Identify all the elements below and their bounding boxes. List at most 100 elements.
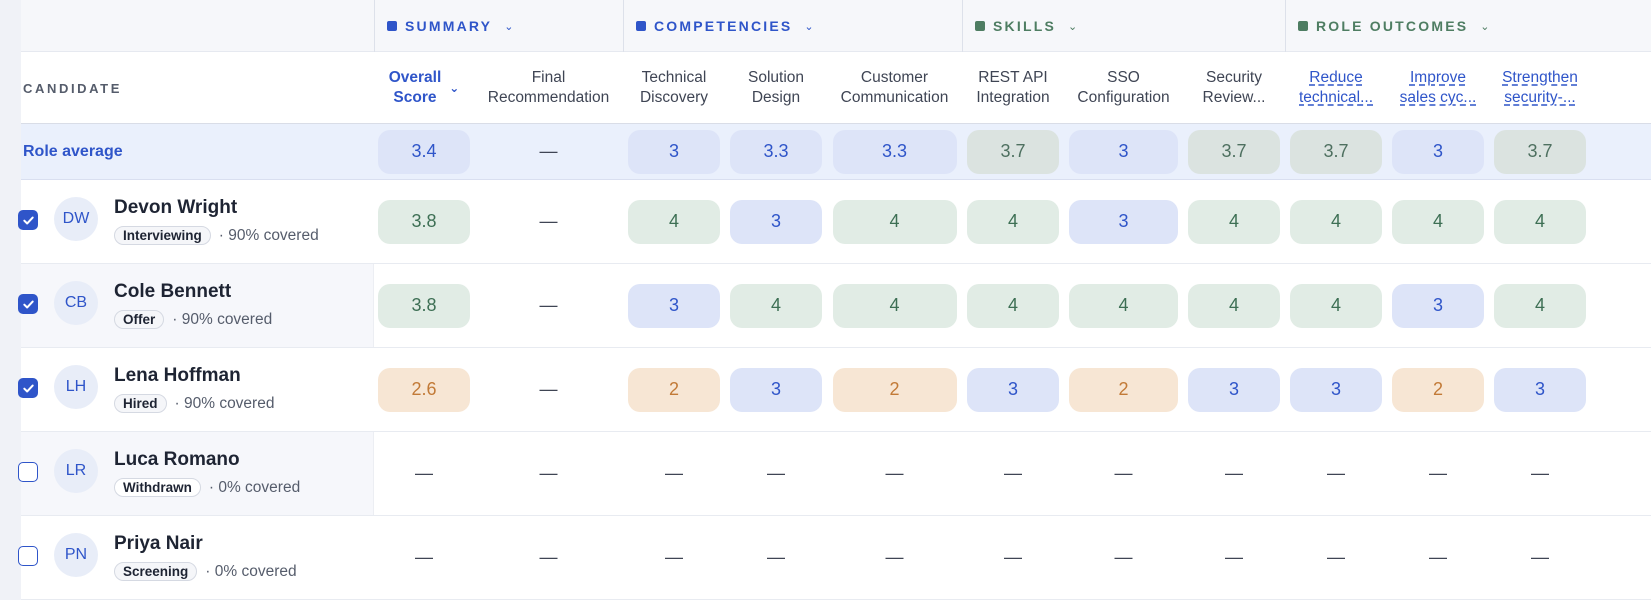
- column-header-solution-design[interactable]: Solution Design: [725, 52, 827, 124]
- score-cell[interactable]: —: [827, 516, 962, 599]
- score-cell[interactable]: 3: [1183, 348, 1285, 431]
- candidate-name[interactable]: Priya Nair: [114, 533, 203, 554]
- score-cell[interactable]: —: [827, 432, 962, 515]
- score-cell[interactable]: 3: [1064, 124, 1183, 179]
- score-cell[interactable]: 2: [623, 348, 725, 431]
- score-cell[interactable]: 4: [1489, 264, 1591, 347]
- score-cell[interactable]: 4: [1183, 264, 1285, 347]
- score-cell[interactable]: 3.3: [725, 124, 827, 179]
- group-role-outcomes[interactable]: ROLE OUTCOMES ⌄: [1285, 0, 1651, 52]
- score-cell[interactable]: 3: [623, 264, 725, 347]
- score-cell[interactable]: —: [1285, 516, 1387, 599]
- score-cell[interactable]: —: [474, 432, 623, 515]
- column-header-strengthen-security[interactable]: Strengthen security-...: [1489, 52, 1591, 124]
- sort-chevron-icon[interactable]: ⌄: [449, 81, 460, 95]
- chevron-down-icon[interactable]: ⌄: [1067, 20, 1078, 33]
- score-cell[interactable]: 4: [962, 264, 1064, 347]
- score-cell[interactable]: —: [1183, 432, 1285, 515]
- score-cell[interactable]: 3.8: [374, 180, 474, 263]
- score-cell[interactable]: 4: [725, 264, 827, 347]
- score-cell[interactable]: —: [474, 124, 623, 179]
- score-cell[interactable]: 3: [1387, 124, 1489, 179]
- score-cell[interactable]: 3.3: [827, 124, 962, 179]
- column-header-final-recommendation[interactable]: Final Recommendation: [474, 52, 623, 124]
- score-cell[interactable]: 3: [1489, 348, 1591, 431]
- column-header-reduce-technical[interactable]: Reduce technical...: [1285, 52, 1387, 124]
- score-cell[interactable]: 2: [1064, 348, 1183, 431]
- score-cell[interactable]: 3: [623, 124, 725, 179]
- score-cell[interactable]: 4: [1285, 180, 1387, 263]
- score-cell[interactable]: —: [1387, 432, 1489, 515]
- score-cell[interactable]: —: [1387, 516, 1489, 599]
- score-cell[interactable]: —: [1183, 516, 1285, 599]
- score-cell[interactable]: 4: [962, 180, 1064, 263]
- candidate-name[interactable]: Devon Wright: [114, 197, 238, 218]
- score-cell[interactable]: —: [474, 516, 623, 599]
- candidate-row[interactable]: PN Priya Nair Screening · 0% covered — — —…: [18, 516, 1651, 600]
- group-competencies[interactable]: COMPETENCIES ⌄: [623, 0, 962, 52]
- score-cell[interactable]: —: [962, 432, 1064, 515]
- score-cell[interactable]: —: [474, 180, 623, 263]
- score-cell[interactable]: —: [474, 348, 623, 431]
- candidate-row[interactable]: LH Lena Hoffman Hired · 90% covered 2.6 —…: [18, 348, 1651, 432]
- score-cell[interactable]: 3.4: [374, 124, 474, 179]
- score-cell[interactable]: —: [623, 432, 725, 515]
- score-cell[interactable]: 4: [1387, 180, 1489, 263]
- score-cell[interactable]: 3.7: [1285, 124, 1387, 179]
- score-cell[interactable]: —: [1285, 432, 1387, 515]
- score-cell[interactable]: 4: [827, 264, 962, 347]
- score-cell[interactable]: 3.7: [1183, 124, 1285, 179]
- column-header-overall-score[interactable]: Overall Score ⌄: [374, 52, 474, 124]
- row-checkbox[interactable]: [18, 378, 38, 398]
- score-cell[interactable]: —: [374, 432, 474, 515]
- candidate-name[interactable]: Luca Romano: [114, 449, 240, 470]
- score-cell[interactable]: 4: [1064, 264, 1183, 347]
- score-cell[interactable]: 4: [1285, 264, 1387, 347]
- score-cell[interactable]: —: [725, 432, 827, 515]
- column-header-improve-sales-cycle[interactable]: Improve sales cyc...: [1387, 52, 1489, 124]
- row-checkbox[interactable]: [18, 546, 38, 566]
- score-cell[interactable]: 3: [962, 348, 1064, 431]
- score-cell[interactable]: 3: [725, 348, 827, 431]
- column-header-sso-configuration[interactable]: SSO Configuration: [1064, 52, 1183, 124]
- candidate-name[interactable]: Lena Hoffman: [114, 365, 241, 386]
- column-header-security-review[interactable]: Security Review...: [1183, 52, 1285, 124]
- score-cell[interactable]: —: [474, 264, 623, 347]
- group-skills[interactable]: SKILLS ⌄: [962, 0, 1285, 52]
- score-cell[interactable]: —: [1064, 516, 1183, 599]
- score-cell[interactable]: 3: [725, 180, 827, 263]
- row-checkbox[interactable]: [18, 294, 38, 314]
- candidate-row[interactable]: CB Cole Bennett Offer · 90% covered 3.8 —…: [18, 264, 1651, 348]
- score-cell[interactable]: —: [623, 516, 725, 599]
- score-cell[interactable]: —: [1489, 516, 1591, 599]
- score-cell[interactable]: —: [374, 516, 474, 599]
- column-header-rest-api-integration[interactable]: REST API Integration: [962, 52, 1064, 124]
- score-cell[interactable]: 4: [827, 180, 962, 263]
- score-cell[interactable]: —: [725, 516, 827, 599]
- score-cell[interactable]: —: [962, 516, 1064, 599]
- score-cell[interactable]: —: [1489, 432, 1591, 515]
- score-cell[interactable]: 4: [1489, 180, 1591, 263]
- candidate-row[interactable]: LR Luca Romano Withdrawn · 0% covered — —…: [18, 432, 1651, 516]
- column-header-technical-discovery[interactable]: Technical Discovery: [623, 52, 725, 124]
- chevron-down-icon[interactable]: ⌄: [804, 20, 814, 33]
- column-header-customer-communication[interactable]: Customer Communication: [827, 52, 962, 124]
- score-cell[interactable]: 3.7: [1489, 124, 1591, 179]
- score-cell[interactable]: 4: [623, 180, 725, 263]
- candidate-name[interactable]: Cole Bennett: [114, 281, 232, 302]
- group-summary[interactable]: SUMMARY ⌄: [374, 0, 623, 52]
- score-cell[interactable]: —: [1064, 432, 1183, 515]
- score-cell[interactable]: 2.6: [374, 348, 474, 431]
- row-checkbox[interactable]: [18, 210, 38, 230]
- score-cell[interactable]: 4: [1183, 180, 1285, 263]
- row-checkbox[interactable]: [18, 462, 38, 482]
- score-cell[interactable]: 2: [1387, 348, 1489, 431]
- chevron-down-icon[interactable]: ⌄: [1480, 20, 1490, 33]
- score-cell[interactable]: 2: [827, 348, 962, 431]
- score-cell[interactable]: 3.8: [374, 264, 474, 347]
- score-cell[interactable]: 3.7: [962, 124, 1064, 179]
- score-cell[interactable]: 3: [1285, 348, 1387, 431]
- chevron-down-icon[interactable]: ⌄: [504, 20, 514, 33]
- score-cell[interactable]: 3: [1387, 264, 1489, 347]
- score-cell[interactable]: 3: [1064, 180, 1183, 263]
